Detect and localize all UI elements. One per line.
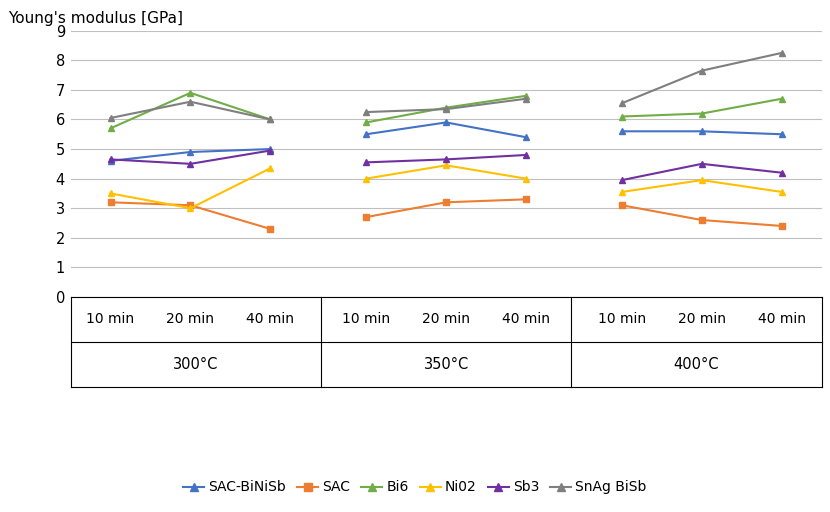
Text: 300°C: 300°C	[173, 357, 218, 372]
Text: 40 min: 40 min	[502, 312, 550, 326]
Text: Young's modulus [GPa]: Young's modulus [GPa]	[8, 11, 183, 26]
Text: 10 min: 10 min	[342, 312, 390, 326]
Text: 350°C: 350°C	[423, 357, 469, 372]
Text: 20 min: 20 min	[422, 312, 470, 326]
Text: 40 min: 40 min	[247, 312, 295, 326]
Text: 400°C: 400°C	[674, 357, 720, 372]
Text: 20 min: 20 min	[678, 312, 726, 326]
Legend: SAC-BiNiSb, SAC, Bi6, Ni02, Sb3, SnAg BiSb: SAC-BiNiSb, SAC, Bi6, Ni02, Sb3, SnAg Bi…	[178, 475, 652, 500]
Text: 20 min: 20 min	[166, 312, 214, 326]
Text: 40 min: 40 min	[758, 312, 806, 326]
Text: 10 min: 10 min	[86, 312, 134, 326]
Text: 10 min: 10 min	[598, 312, 646, 326]
